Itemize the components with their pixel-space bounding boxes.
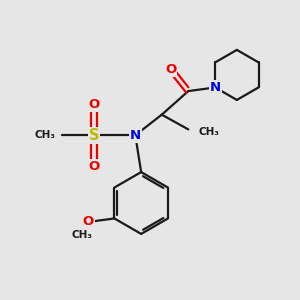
Text: CH₃: CH₃ [35, 130, 56, 140]
Text: N: N [130, 129, 141, 142]
Text: CH₃: CH₃ [199, 127, 220, 137]
Text: O: O [88, 160, 100, 173]
Text: S: S [89, 128, 99, 143]
Text: CH₃: CH₃ [71, 230, 92, 240]
Text: O: O [165, 62, 176, 76]
Text: O: O [82, 215, 94, 228]
Text: O: O [88, 98, 100, 111]
Text: N: N [210, 81, 221, 94]
